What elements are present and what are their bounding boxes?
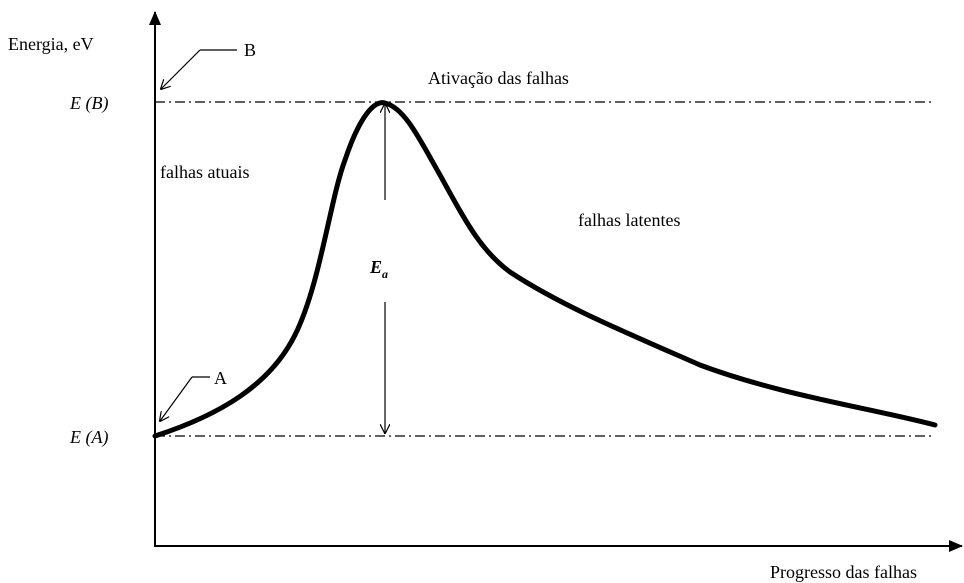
b-pointer bbox=[161, 49, 201, 89]
region-label: falhas atuais bbox=[160, 162, 249, 182]
ea-sub: a bbox=[382, 267, 388, 281]
point-label: B bbox=[244, 40, 256, 60]
point-label: A bbox=[214, 368, 227, 388]
y-axis-label: Energia, eV bbox=[8, 34, 94, 54]
a-pointer bbox=[160, 376, 193, 421]
energy-curve bbox=[152, 100, 938, 439]
activation-energy-label: Ea bbox=[369, 257, 388, 281]
level-label: E (B) bbox=[69, 93, 108, 114]
ea-main: E bbox=[369, 257, 382, 277]
level-label: E (A) bbox=[69, 427, 108, 448]
region-label: falhas latentes bbox=[578, 210, 680, 230]
x-axis-label: Progresso das falhas bbox=[770, 562, 917, 582]
region-label: Ativação das falhas bbox=[428, 68, 569, 88]
